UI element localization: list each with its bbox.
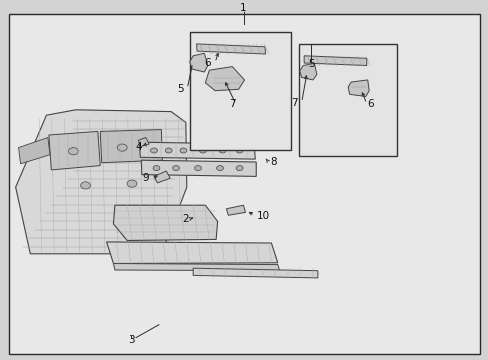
Circle shape: [68, 148, 78, 155]
Polygon shape: [19, 138, 50, 164]
Circle shape: [127, 180, 137, 187]
Polygon shape: [193, 268, 317, 278]
Text: 7: 7: [290, 98, 297, 108]
Circle shape: [216, 166, 223, 171]
Polygon shape: [113, 205, 217, 240]
Text: 5: 5: [176, 84, 183, 94]
Polygon shape: [299, 63, 316, 80]
Text: 1: 1: [240, 3, 246, 13]
Polygon shape: [196, 44, 265, 54]
Polygon shape: [189, 53, 207, 72]
Text: 2: 2: [182, 214, 189, 224]
Text: 4: 4: [135, 142, 142, 152]
Text: 9: 9: [142, 173, 149, 183]
Polygon shape: [141, 160, 256, 176]
Circle shape: [117, 144, 127, 151]
Circle shape: [153, 166, 160, 171]
Text: 8: 8: [269, 157, 276, 167]
Polygon shape: [16, 110, 186, 254]
Circle shape: [172, 166, 179, 171]
Text: 6: 6: [367, 99, 374, 109]
Bar: [299, 44, 396, 156]
Circle shape: [199, 148, 206, 153]
Polygon shape: [113, 264, 279, 271]
Circle shape: [194, 166, 201, 171]
Polygon shape: [226, 205, 245, 215]
Polygon shape: [139, 142, 255, 159]
Polygon shape: [106, 242, 277, 264]
Circle shape: [150, 148, 157, 153]
Polygon shape: [138, 138, 149, 147]
Polygon shape: [154, 171, 170, 183]
Circle shape: [236, 166, 243, 171]
Bar: [189, 32, 291, 150]
Polygon shape: [347, 80, 368, 96]
Text: 10: 10: [256, 211, 269, 221]
Polygon shape: [100, 130, 162, 163]
Circle shape: [81, 182, 90, 189]
Text: 7: 7: [229, 99, 236, 109]
Circle shape: [236, 148, 243, 153]
Text: 6: 6: [204, 58, 211, 68]
Polygon shape: [304, 56, 366, 66]
Text: 3: 3: [127, 335, 134, 345]
Circle shape: [180, 148, 186, 153]
Circle shape: [165, 148, 172, 153]
Polygon shape: [205, 67, 244, 91]
Text: 5: 5: [307, 59, 314, 69]
Circle shape: [219, 148, 225, 153]
Polygon shape: [49, 131, 100, 170]
